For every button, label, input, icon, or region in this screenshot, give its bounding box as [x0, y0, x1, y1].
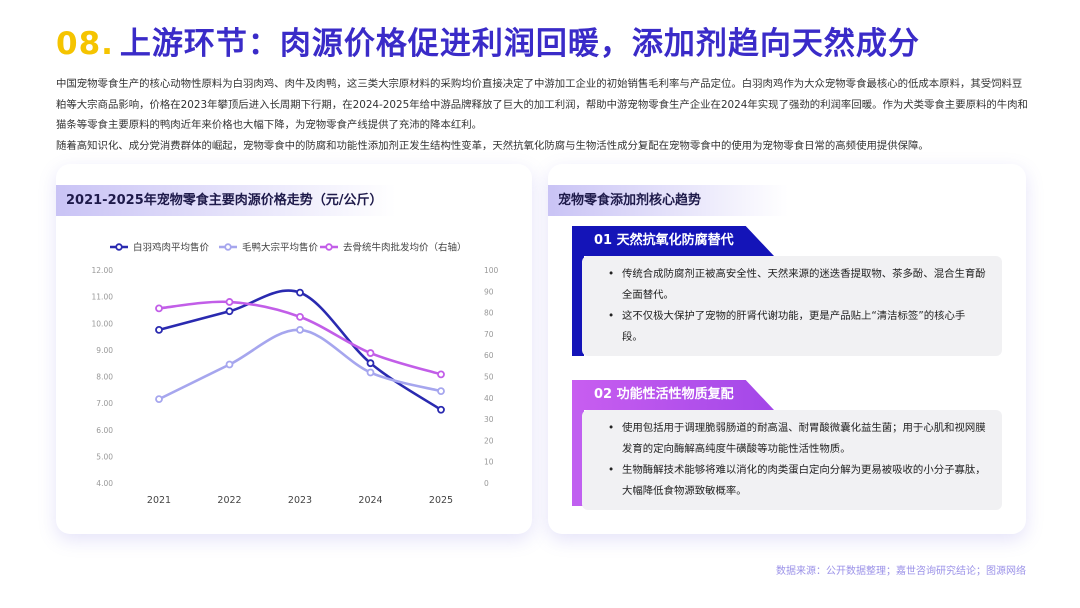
- right-axis-tick-label: 20: [484, 436, 494, 445]
- series-3-point: [155, 304, 163, 313]
- series-2-point: [225, 360, 234, 369]
- series-1-point: [155, 326, 163, 334]
- legend-swatch-marker: [115, 243, 123, 251]
- left-axis-tick-label: 10.00: [92, 319, 114, 328]
- trend-1-label: 01 天然抗氧化防腐替代: [572, 226, 774, 256]
- trend-1-bullet-1: 传统合成防腐剂正被高安全性、天然来源的迷迭香提取物、茶多酚、混合生育酚全面替代。: [608, 264, 986, 306]
- intro-paragraph-1: 中国宠物零食生产的核心动物性原料为白羽肉鸡、肉牛及肉鸭，这三类大宗原材料的采购均…: [56, 78, 1028, 131]
- additive-trends-card: 宠物零食添加剂核心趋势 01 天然抗氧化防腐替代 传统合成防腐剂正被高安全性、天…: [548, 164, 1026, 534]
- legend-swatch-marker: [325, 243, 333, 251]
- trend-2: 02 功能性活性物质复配 使用包括用于调理脆弱肠道的耐高温、耐胃酸微囊化益生菌；…: [572, 380, 1002, 510]
- intro-paragraph-2: 随着高知识化、成分党消费群体的崛起，宠物零食中的防腐和功能性添加剂正发生结构性变…: [56, 139, 929, 152]
- intro-text: 中国宠物零食生产的核心动物性原料为白羽肉鸡、肉牛及肉鸭，这三类大宗原材料的采购均…: [56, 74, 1031, 156]
- series-line-2: [157, 328, 443, 401]
- left-axis-tick-label: 6.00: [96, 426, 113, 435]
- section-number: 08.: [56, 26, 114, 62]
- right-axis-tick-label: 50: [484, 373, 494, 382]
- left-axis-tick-label: 7.00: [96, 399, 113, 408]
- x-axis-tick-label: 2022: [217, 495, 241, 506]
- right-axis-tick-label: 30: [484, 415, 494, 424]
- right-axis-tick-label: 80: [484, 309, 494, 318]
- title-text: 上游环节：肉源价格促进利润回暖，添加剂趋向天然成分: [119, 26, 920, 62]
- left-axis-tick-label: 5.00: [96, 452, 113, 461]
- legend-label: 毛鸭大宗平均售价: [242, 242, 319, 254]
- trend-2-bullet-2: 生物酶解技术能够将难以消化的肉类蛋白定向分解为更易被吸收的小分子寡肽，大幅降低食…: [608, 460, 986, 502]
- data-source: 数据来源：公开数据整理；嘉世咨询研究结论；图源网络: [776, 566, 1026, 577]
- price-line-chart: 12.00 11.00 10.00 9.00 8.00 7.00 6.00 5.00 4.00 1…: [92, 242, 499, 507]
- series-2-point: [155, 395, 163, 404]
- x-axis-tick-label: 2023: [288, 495, 312, 506]
- trend-1-bullet-2: 这不仅极大保护了宠物的肝肾代谢功能，更是产品贴上“清洁标签”的核心手段。: [608, 306, 986, 348]
- x-axis-tick-label: 2021: [147, 495, 171, 506]
- right-axis-tick-label: 0: [484, 479, 489, 488]
- trend-2-label: 02 功能性活性物质复配: [572, 380, 774, 410]
- left-axis-tick-label: 8.00: [96, 373, 113, 382]
- trend-1-accent-bar: [572, 226, 584, 356]
- trends-heading: 宠物零食添加剂核心趋势: [548, 185, 788, 216]
- trend-2-accent-bar: [572, 380, 584, 506]
- legend-swatch-marker: [224, 243, 232, 251]
- series-1-point: [437, 405, 445, 414]
- right-axis-tick-label: 70: [484, 330, 494, 339]
- page-title: 08. 上游环节：肉源价格促进利润回暖，添加剂趋向天然成分: [56, 18, 920, 63]
- price-chart-card: 2021-2025年宠物零食主要肉源价格走势（元/公斤） 12.00 11.00 1…: [56, 164, 532, 534]
- series-3-point: [225, 298, 234, 306]
- right-axis-tick-label: 10: [484, 458, 494, 467]
- right-axis-tick-label: 100: [484, 266, 499, 275]
- series-1-point: [366, 359, 375, 368]
- left-axis-tick-label: 11.00: [92, 293, 114, 302]
- left-axis-tick-label: 9.00: [96, 346, 113, 355]
- trend-1: 01 天然抗氧化防腐替代 传统合成防腐剂正被高安全性、天然来源的迷迭香提取物、茶…: [572, 226, 1002, 420]
- series-3-point: [366, 349, 375, 357]
- series-line-3: [157, 300, 443, 376]
- series-3-point: [437, 370, 445, 379]
- series-2-point: [296, 326, 304, 334]
- right-axis-tick-label: 40: [484, 394, 494, 403]
- series-1-point: [225, 307, 234, 316]
- series-2-point: [366, 368, 375, 377]
- trend-2-box: 使用包括用于调理脆弱肠道的耐高温、耐胃酸微囊化益生菌；用于心肌和视网膜发育的定向…: [582, 410, 1002, 510]
- x-axis-tick-label: 2025: [429, 495, 453, 506]
- trend-2-bullet-1: 使用包括用于调理脆弱肠道的耐高温、耐胃酸微囊化益生菌；用于心肌和视网膜发育的定向…: [608, 418, 986, 460]
- series-3-point: [296, 312, 304, 321]
- left-axis-tick-label: 12.00: [92, 266, 114, 275]
- right-axis-tick-label: 60: [484, 351, 494, 360]
- chart-heading: 2021-2025年宠物零食主要肉源价格走势（元/公斤）: [56, 185, 396, 216]
- series-line-1: [157, 289, 443, 412]
- legend-label: 白羽鸡肉平均售价: [133, 242, 210, 254]
- right-axis-tick-label: 90: [484, 287, 494, 296]
- series-2-point: [437, 387, 445, 396]
- left-axis-tick-label: 4.00: [96, 479, 113, 488]
- x-axis-tick-label: 2024: [358, 495, 382, 506]
- trend-1-box: 传统合成防腐剂正被高安全性、天然来源的迷迭香提取物、茶多酚、混合生育酚全面替代。…: [582, 256, 1002, 356]
- series-1-point: [296, 288, 304, 297]
- legend-label: 去骨统牛肉批发均价（右轴）: [343, 242, 467, 254]
